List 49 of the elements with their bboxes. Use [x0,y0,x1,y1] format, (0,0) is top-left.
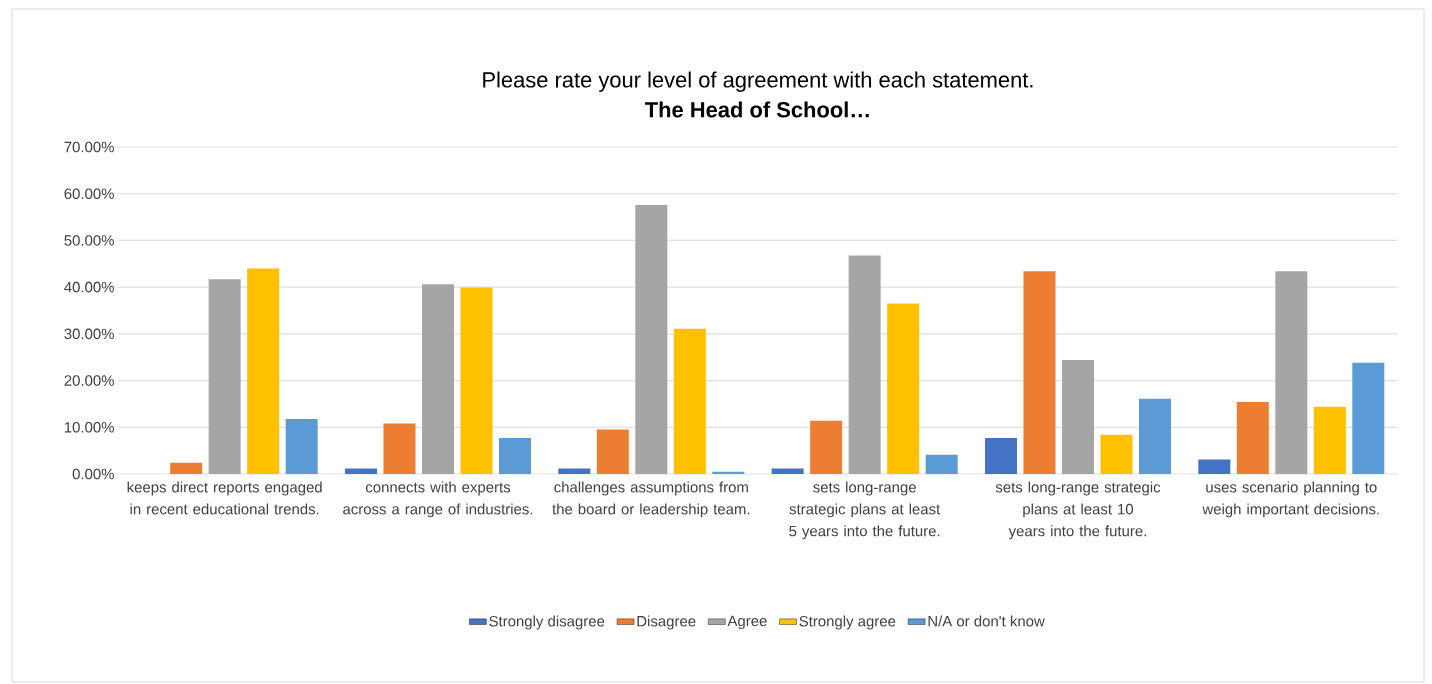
bar [635,204,668,474]
bar [1275,271,1308,474]
bar [887,303,920,474]
bar [925,454,958,474]
bar [247,268,280,474]
bar [1100,434,1133,474]
x-tick-label: connects with experts across a range of industries. [343,481,533,518]
bar [208,279,241,474]
bar [596,429,629,474]
x-tick-label: sets long-range strategic plans at least 10 years into the future. [995,481,1161,540]
chart-subtitle: The Head of School… [644,101,869,118]
bar [984,438,1017,474]
y-tick-label: 10.00% [64,421,114,433]
bar [285,418,318,474]
chart-title: Please rate your level of agreement with each statement. [483,71,1033,92]
y-tick-label: 40.00% [64,281,114,293]
bar [558,468,591,474]
bar [771,468,804,474]
bar [422,284,454,474]
y-tick-label: 20.00% [64,375,114,386]
x-tick-label: sets long-range strategic plans at least 5 years into the future. [789,481,941,540]
bar [1313,406,1346,474]
x-tick-label: uses scenario planning to weigh important decisions. [1202,481,1379,518]
bar [848,255,881,474]
bar [1352,362,1385,474]
bar [1023,271,1056,474]
x-tick-label: challenges assumptions from the board or leadership team. [552,481,750,518]
bar [810,420,843,474]
legend-label: Agree [727,615,767,630]
legend-label: Strongly disagree [489,615,605,630]
y-tick-label: 60.00% [64,188,114,199]
legend-label: Strongly agree [799,615,896,630]
bar [383,423,416,474]
y-tick-label: 70.00% [64,141,114,153]
bar [1061,360,1094,474]
x-tick-label: keeps direct reports engaged in recent educational trends. [127,481,322,515]
bar [673,328,706,474]
bar [1198,459,1231,474]
bar [499,438,531,474]
legend-label: Disagree [637,615,696,630]
legend-label: N/A or don't know [928,615,1045,627]
y-tick-label: 50.00% [64,235,114,246]
y-tick-label: 0.00% [72,468,114,480]
bar [1236,402,1269,474]
bar [344,468,377,474]
bar [1138,398,1171,474]
bar [170,462,203,474]
y-tick-label: 30.00% [64,328,114,340]
bar [460,287,493,474]
